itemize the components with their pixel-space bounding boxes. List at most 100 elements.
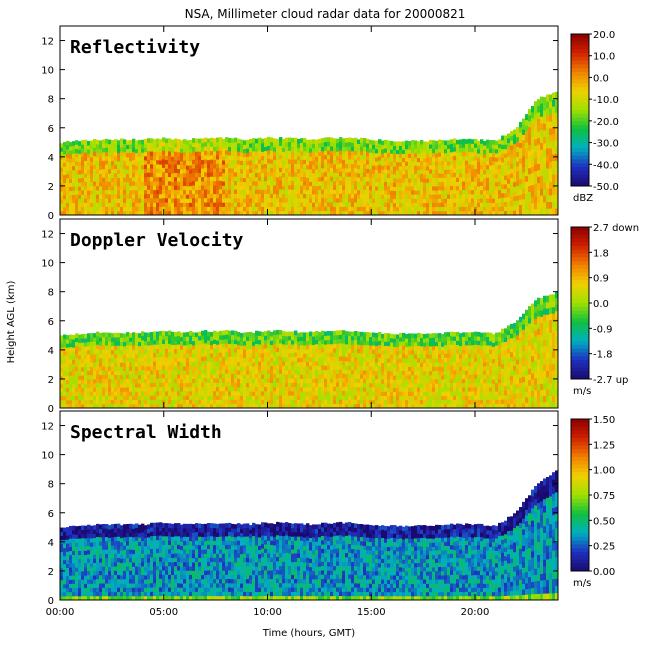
radar-cell xyxy=(456,148,460,153)
radar-cell xyxy=(456,152,460,157)
radar-cell xyxy=(282,348,286,353)
radar-cell xyxy=(213,369,217,375)
radar-cell xyxy=(264,167,268,173)
radar-cell xyxy=(156,185,160,190)
radar-cell xyxy=(315,373,319,379)
radar-cell xyxy=(117,148,121,154)
radar-cell xyxy=(138,169,142,174)
radar-cell xyxy=(72,399,76,405)
radar-cell xyxy=(162,369,166,375)
radar-cell xyxy=(168,339,172,344)
radar-cell xyxy=(81,206,85,212)
radar-cell xyxy=(87,210,91,216)
radar-cell xyxy=(180,190,184,195)
radar-cell xyxy=(393,170,397,175)
radar-cell xyxy=(180,391,184,396)
radar-cell xyxy=(432,152,436,158)
radar-cell xyxy=(75,202,79,208)
radar-cell xyxy=(306,202,310,208)
radar-cell xyxy=(492,144,496,149)
radar-cell xyxy=(426,166,430,171)
radar-cell xyxy=(303,374,307,380)
radar-cell xyxy=(234,163,238,169)
radar-cell xyxy=(279,399,283,405)
radar-cell xyxy=(294,167,298,173)
radar-cell xyxy=(474,143,478,148)
radar-cell xyxy=(234,202,238,207)
radar-cell xyxy=(309,361,313,366)
radar-cell xyxy=(315,403,319,409)
radar-cell xyxy=(345,146,349,152)
radar-cell xyxy=(216,403,220,409)
radar-cell xyxy=(435,165,439,171)
radar-cell xyxy=(348,361,352,366)
radar-cell xyxy=(300,210,304,216)
radar-cell xyxy=(510,201,514,207)
radar-cell xyxy=(483,173,487,179)
radar-cell xyxy=(372,165,376,170)
radar-cell xyxy=(288,150,292,156)
radar-cell xyxy=(327,154,331,160)
colorbar-segment xyxy=(571,87,589,92)
radar-cell xyxy=(117,210,121,216)
radar-cell xyxy=(234,347,238,353)
radar-cell xyxy=(231,168,235,173)
radar-cell xyxy=(150,180,154,186)
radar-cell xyxy=(87,362,91,367)
radar-cell xyxy=(321,206,325,212)
radar-cell xyxy=(234,146,238,151)
radar-cell xyxy=(174,336,178,341)
radar-cell xyxy=(207,181,211,186)
radar-cell xyxy=(177,339,181,345)
radar-cell xyxy=(159,360,163,366)
radar-cell xyxy=(450,198,454,203)
radar-cell xyxy=(132,151,136,157)
radar-cell xyxy=(531,130,535,137)
radar-cell xyxy=(153,352,157,358)
radar-cell xyxy=(363,382,367,388)
radar-cell xyxy=(399,153,403,159)
radar-cell xyxy=(126,140,130,145)
radar-cell xyxy=(60,339,64,344)
radar-cell xyxy=(147,357,151,363)
radar-cell xyxy=(189,160,193,166)
radar-cell xyxy=(498,151,502,157)
radar-cell xyxy=(168,138,172,143)
radar-cell xyxy=(360,340,364,345)
radar-cell xyxy=(219,189,223,194)
radar-cell xyxy=(237,193,241,199)
radar-cell xyxy=(513,172,517,178)
radar-cell xyxy=(243,181,247,187)
radar-cell xyxy=(87,333,91,338)
radar-cell xyxy=(282,138,286,144)
radar-cell xyxy=(84,168,88,174)
radar-cell xyxy=(213,176,217,182)
radar-cell xyxy=(183,143,187,148)
radar-cell xyxy=(270,150,274,156)
radar-cell xyxy=(102,382,106,388)
radar-cell xyxy=(147,150,151,156)
radar-cell xyxy=(273,172,277,178)
radar-cell xyxy=(96,395,100,400)
radar-cell xyxy=(525,175,529,182)
colorbar-segment xyxy=(571,49,589,54)
radar-cell xyxy=(315,168,319,174)
radar-cell xyxy=(234,352,238,357)
radar-cell xyxy=(300,378,304,384)
radar-cell xyxy=(258,202,262,207)
radar-cell xyxy=(339,360,343,366)
radar-cell xyxy=(348,382,352,388)
radar-cell xyxy=(246,210,250,216)
radar-cell xyxy=(372,387,376,392)
radar-cell xyxy=(75,383,79,388)
radar-cell xyxy=(72,186,76,191)
radar-cell xyxy=(162,176,166,181)
radar-cell xyxy=(342,172,346,178)
radar-cell xyxy=(135,391,139,396)
radar-cell xyxy=(339,197,343,203)
radar-cell xyxy=(162,158,166,164)
radar-cell xyxy=(228,193,232,199)
radar-cell xyxy=(63,174,67,179)
radar-cell xyxy=(180,206,184,212)
radar-cell xyxy=(300,202,304,207)
